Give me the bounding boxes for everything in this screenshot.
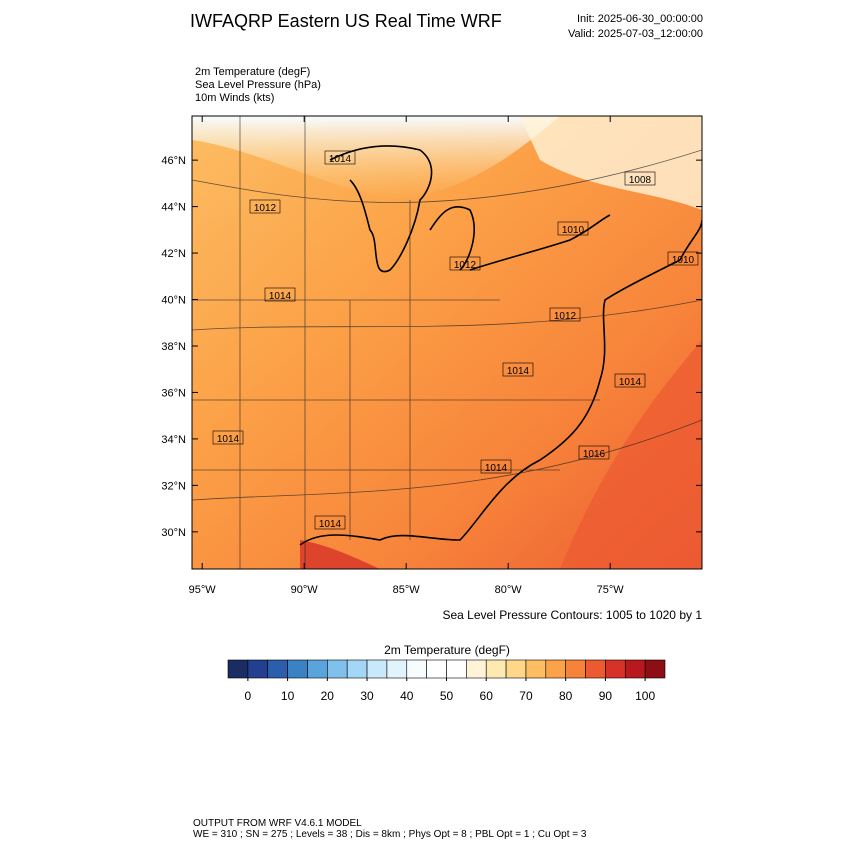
isobar-label: 1016 (583, 449, 606, 460)
isobar-label-box (264, 287, 296, 302)
field-label: Sea Level Pressure (hPa) (195, 79, 321, 91)
footer-line: OUTPUT FROM WRF V4.6.1 MODEL (193, 818, 362, 829)
isobar-label-box (557, 221, 589, 236)
colorbar-box (605, 659, 626, 679)
isobar-label: 1014 (217, 434, 240, 445)
colorbar-tick-label: 90 (599, 689, 613, 703)
colorbar-box (426, 659, 447, 679)
x-tick-label: 95°W (189, 584, 217, 596)
isobar-label: 1010 (562, 225, 585, 236)
colorbar-box (466, 659, 487, 679)
isobar-label-box (624, 171, 656, 186)
y-tick-label: 46°N (161, 155, 186, 167)
title: IWFAQRP Eastern US Real Time WRF (190, 11, 502, 31)
colorbar-tick-label: 60 (480, 689, 494, 703)
colorbar-tick-label: 0 (245, 689, 252, 703)
colorbar-box (327, 659, 348, 679)
y-tick-label: 36°N (161, 387, 186, 399)
y-tick-label: 44°N (161, 202, 186, 214)
isobar-label: 1014 (319, 519, 342, 530)
y-tick-label: 38°N (161, 341, 186, 353)
colorbar-tick-label: 20 (321, 689, 335, 703)
field-label: 10m Winds (kts) (195, 92, 274, 104)
colorbar-box (227, 659, 249, 679)
isobar-label-box (667, 251, 699, 266)
colorbar-box (624, 659, 646, 679)
isobar-label: 1014 (485, 463, 508, 474)
y-tick-label: 30°N (161, 527, 186, 539)
colorbar-tick-label: 10 (281, 689, 295, 703)
isobar-label: 1012 (554, 311, 577, 322)
colorbar-box (545, 659, 566, 679)
colorbar-tick-label: 70 (519, 689, 533, 703)
isobar-label-box (249, 199, 281, 214)
colorbar-tick-label: 30 (360, 689, 374, 703)
valid-time: Valid: 2025-07-03_12:00:00 (568, 28, 703, 40)
colorbar-tick-label: 100 (635, 689, 655, 703)
isobar-label: 1014 (619, 377, 642, 388)
y-tick-label: 42°N (161, 248, 186, 260)
colorbar-box (446, 659, 467, 679)
isobar-label-box (549, 307, 581, 322)
colorbar-tick-label: 50 (440, 689, 454, 703)
colorbar-box (565, 659, 586, 679)
x-tick-label: 75°W (597, 584, 625, 596)
colorbar-box (267, 659, 288, 679)
colorbar-box (505, 659, 527, 679)
contour-note: Sea Level Pressure Contours: 1005 to 102… (443, 608, 703, 622)
colorbar-box (366, 659, 388, 679)
isobar-label-box (614, 373, 646, 388)
colorbar-tick-label: 40 (400, 689, 414, 703)
isobar-label: 1014 (507, 366, 530, 377)
y-tick-label: 32°N (161, 480, 186, 492)
x-tick-label: 90°W (291, 584, 319, 596)
isobar-label: 1014 (269, 291, 292, 302)
colorbar-box (247, 659, 269, 679)
colorbar-title: 2m Temperature (degF) (384, 643, 510, 657)
isobar-label-box (212, 430, 244, 445)
isobar-label: 1010 (672, 255, 695, 266)
isobar-label-box (480, 459, 512, 474)
isobar-label-box (578, 445, 610, 460)
init-time: Init: 2025-06-30_00:00:00 (577, 13, 703, 25)
colorbar-tick-label: 80 (559, 689, 573, 703)
colorbar-box (485, 659, 507, 679)
isobar-label: 1014 (329, 154, 352, 165)
y-tick-label: 34°N (161, 434, 186, 446)
colorbar-box (346, 659, 368, 679)
isobar-label-box (324, 150, 356, 165)
colorbar-box (644, 659, 666, 679)
isobar-label-box (314, 515, 346, 530)
isobar-label: 1012 (254, 203, 277, 214)
footer-line: WE = 310 ; SN = 275 ; Levels = 38 ; Dis … (193, 829, 587, 840)
colorbar-box (386, 659, 408, 679)
colorbar-box (585, 659, 606, 679)
isobar-label: 1008 (629, 175, 652, 186)
x-tick-label: 85°W (393, 584, 421, 596)
field-label: 2m Temperature (degF) (195, 66, 310, 78)
map-field (192, 116, 702, 569)
isobar-label-box (449, 256, 481, 271)
colorbar-box (525, 659, 547, 679)
x-tick-label: 80°W (495, 584, 523, 596)
y-tick-label: 40°N (161, 295, 186, 307)
isobar-label-box (502, 362, 534, 377)
map-frame (191, 115, 703, 570)
colorbar-box (307, 659, 328, 679)
colorbar-box (406, 659, 427, 679)
colorbar-box (287, 659, 308, 679)
isobar-label: 1012 (454, 260, 477, 271)
